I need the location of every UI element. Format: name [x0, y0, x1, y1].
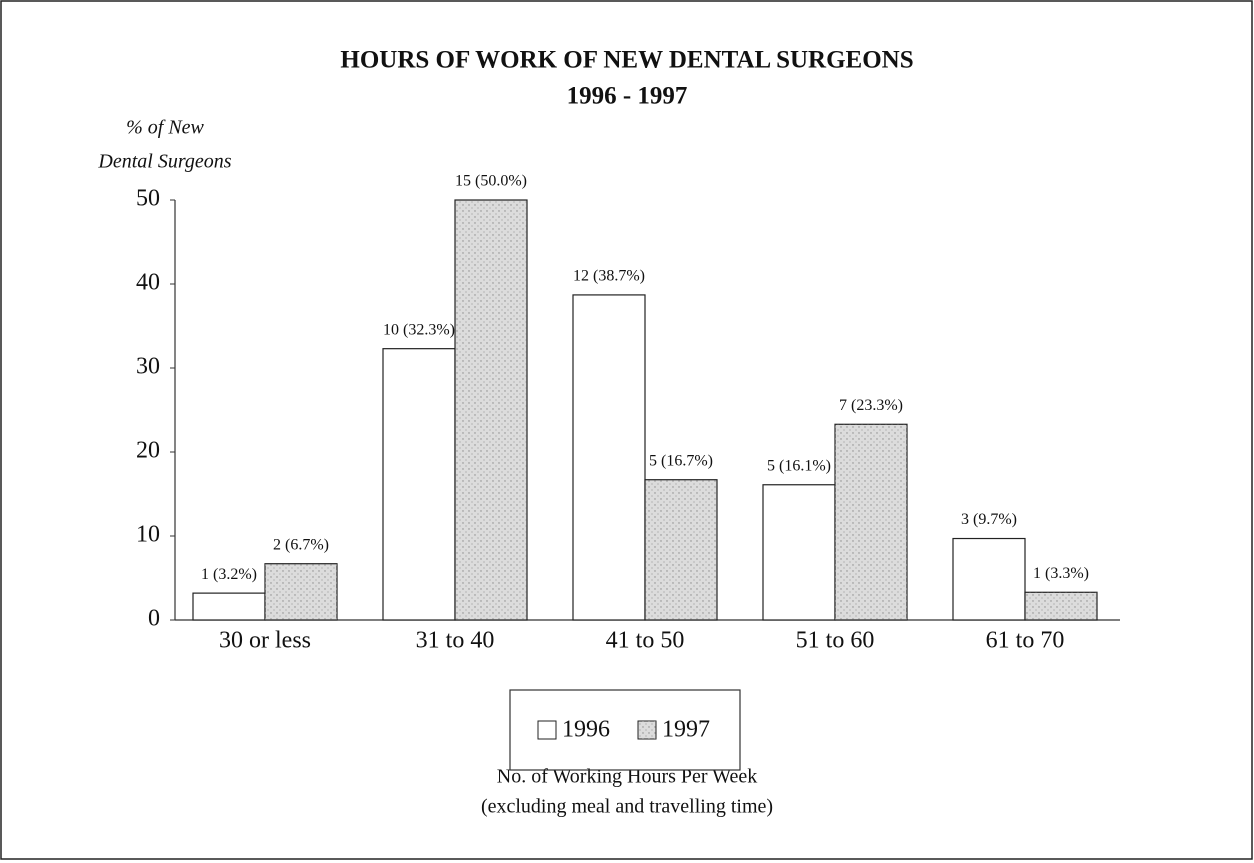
y-tick-label: 20	[136, 438, 160, 464]
bar	[572, 294, 646, 621]
value-label: 1 (3.2%)	[201, 566, 257, 583]
legend-box	[509, 689, 741, 771]
bar	[1024, 591, 1098, 621]
legend-label: 1996	[562, 717, 610, 743]
legend-label: 1997	[662, 717, 710, 743]
chart-title: HOURS OF WORK OF NEW DENTAL SURGEONS	[340, 47, 913, 74]
y-axis-label: Dental Surgeons	[97, 151, 231, 173]
value-label: 7 (23.3%)	[839, 397, 903, 414]
value-label: 5 (16.7%)	[649, 452, 713, 469]
chart-subtitle: 1996 - 1997	[567, 83, 688, 110]
bar	[192, 592, 266, 621]
x-tick-label: 31 to 40	[416, 628, 495, 654]
bar	[264, 563, 338, 621]
legend-texture	[638, 721, 656, 739]
x-axis-label: (excluding meal and travelling time)	[481, 796, 773, 818]
y-axis-label: % of New	[126, 117, 204, 139]
value-label: 15 (50.0%)	[455, 173, 527, 190]
x-tick-label: 51 to 60	[796, 628, 875, 654]
legend-swatch	[537, 720, 557, 740]
y-tick-label: 50	[136, 186, 160, 212]
bar	[382, 348, 456, 621]
bar	[644, 479, 718, 621]
value-label: 5 (16.1%)	[767, 457, 831, 474]
bar	[952, 537, 1026, 621]
y-tick-label: 30	[136, 354, 160, 380]
bar	[454, 199, 528, 621]
x-tick-label: 61 to 70	[986, 628, 1065, 654]
value-label: 2 (6.7%)	[273, 536, 329, 553]
bar	[834, 423, 908, 621]
x-tick-label: 41 to 50	[606, 628, 685, 654]
y-tick-label: 0	[148, 606, 160, 632]
value-label: 10 (32.3%)	[383, 321, 455, 338]
x-tick-label: 30 or less	[219, 628, 311, 654]
y-tick-label: 40	[136, 270, 160, 296]
y-tick-label: 10	[136, 522, 160, 548]
x-axis-label: No. of Working Hours Per Week	[497, 766, 757, 788]
bar	[762, 484, 836, 621]
value-label: 1 (3.3%)	[1033, 565, 1089, 582]
value-label: 3 (9.7%)	[961, 511, 1017, 528]
value-label: 12 (38.7%)	[573, 268, 645, 285]
